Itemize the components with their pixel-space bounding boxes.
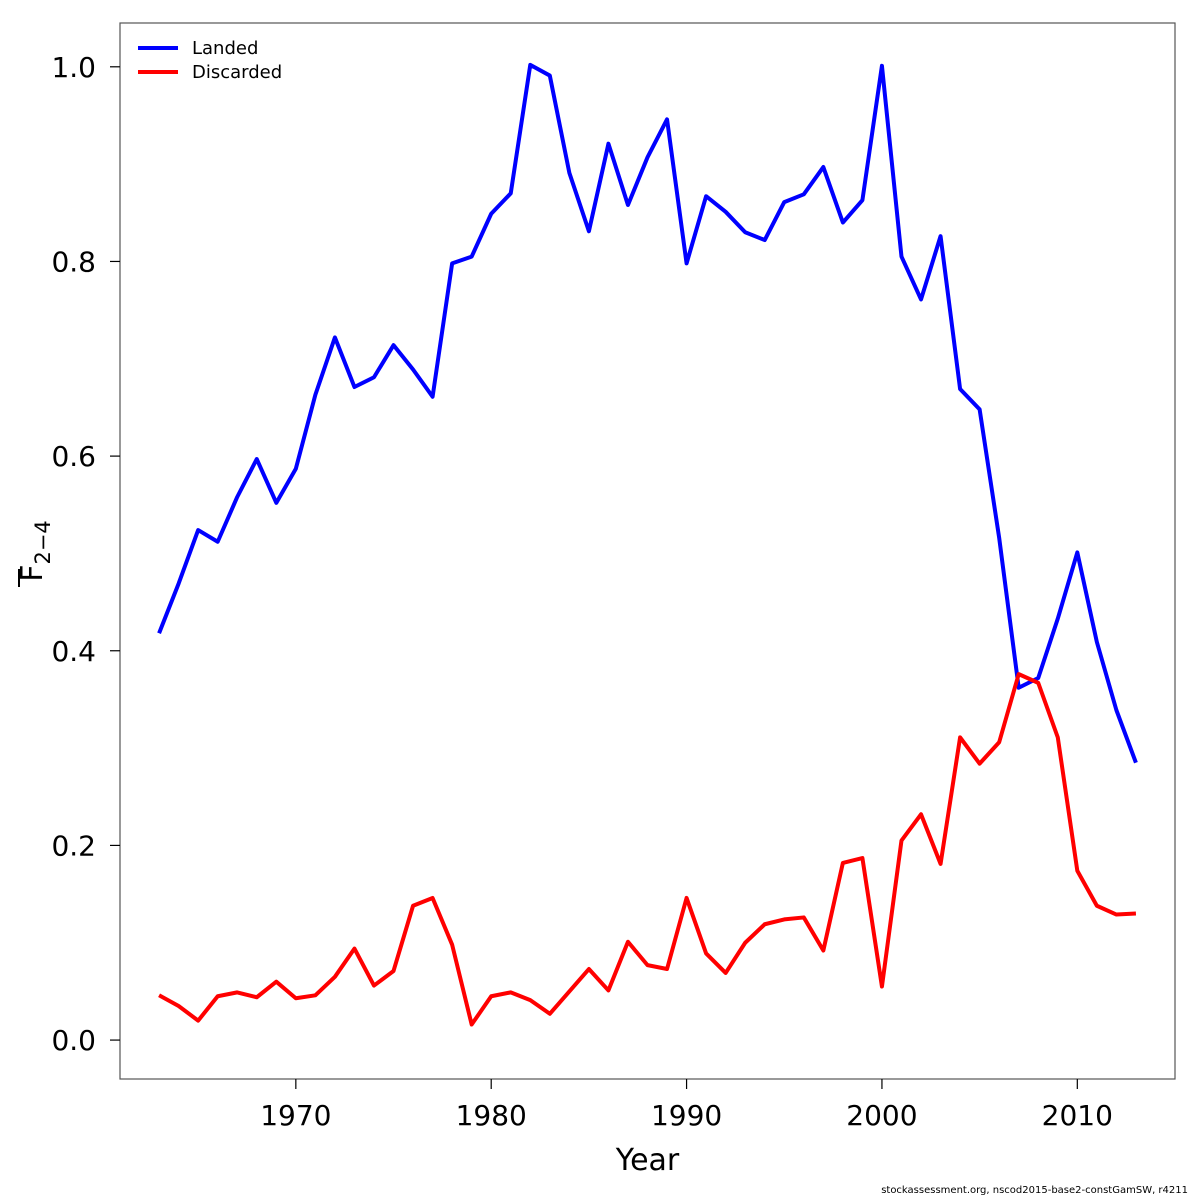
y-tick-label-4: 0.8 bbox=[51, 245, 96, 278]
legend: Landed Discarded bbox=[138, 38, 282, 83]
legend-label-landed: Landed bbox=[192, 38, 258, 59]
y-tick-label-1: 0.2 bbox=[51, 829, 96, 862]
x-tick-label-1990: 1990 bbox=[651, 1099, 722, 1132]
x-tick-label-1970: 1970 bbox=[260, 1099, 331, 1132]
series-line-discarded bbox=[158, 672, 1137, 1027]
x-axis: 1970 1980 1990 2000 2010 bbox=[260, 1079, 1113, 1132]
y-axis: 0.0 0.2 0.4 0.6 0.8 1.0 bbox=[51, 51, 120, 1057]
y-tick-label-3: 0.6 bbox=[51, 440, 96, 473]
y-tick-label-5: 1.0 bbox=[51, 51, 96, 84]
plot-frame bbox=[119, 22, 1176, 1080]
footer-credit: stockassessment.org, nscod2015-base2-con… bbox=[881, 1185, 1188, 1196]
y-tick-label-0: 0.0 bbox=[51, 1024, 96, 1057]
series-layer bbox=[157, 62, 1138, 1027]
y-axis-title-subscript: 2−4 bbox=[31, 520, 55, 564]
y-axis-title-main: F bbox=[15, 565, 50, 582]
y-tick-label-2: 0.4 bbox=[51, 635, 96, 668]
series-line-landed bbox=[157, 62, 1138, 764]
x-axis-title: Year bbox=[615, 1143, 680, 1178]
y-axis-title: F2−4 bbox=[15, 520, 55, 587]
x-tick-label-1980: 1980 bbox=[456, 1099, 527, 1132]
legend-label-discarded: Discarded bbox=[192, 62, 282, 83]
x-tick-label-2010: 2010 bbox=[1042, 1099, 1113, 1132]
x-tick-label-2000: 2000 bbox=[846, 1099, 917, 1132]
svg-text:F2−4: F2−4 bbox=[15, 520, 55, 582]
